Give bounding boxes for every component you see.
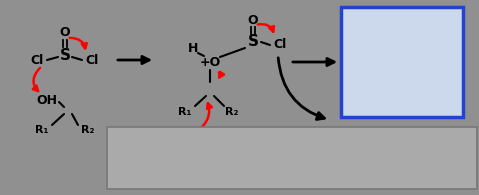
Text: O: O (60, 27, 70, 40)
Text: R₁: R₁ (35, 125, 49, 135)
Text: hydrochloric acid: hydrochloric acid (348, 154, 456, 164)
Text: 1 equiv: 1 equiv (228, 170, 274, 180)
Text: R₂: R₂ (81, 125, 95, 135)
Text: S: S (248, 35, 259, 50)
Text: H: H (188, 42, 198, 54)
Text: HCl (g): HCl (g) (348, 137, 391, 147)
Text: O: O (248, 13, 258, 27)
Text: R₂: R₂ (436, 91, 452, 105)
Text: Cl: Cl (274, 38, 286, 51)
Text: 1 equiv: 1 equiv (348, 170, 394, 180)
Text: Cl: Cl (85, 53, 99, 66)
Text: OH: OH (36, 93, 57, 106)
Text: R₁: R₁ (353, 91, 367, 105)
Text: sulfur dioxide: sulfur dioxide (228, 154, 314, 164)
Text: Cl: Cl (30, 53, 44, 66)
FancyBboxPatch shape (341, 7, 463, 117)
Text: SO₂(g): SO₂(g) (228, 137, 268, 147)
Text: S: S (59, 48, 70, 63)
Text: R₁: R₁ (178, 107, 192, 117)
Text: ⁻Cl: ⁻Cl (178, 134, 198, 146)
Text: by-products:: by-products: (116, 153, 195, 163)
Text: Cl: Cl (394, 22, 410, 37)
FancyBboxPatch shape (107, 127, 477, 189)
Text: R₂: R₂ (225, 107, 239, 117)
Text: +O: +O (199, 56, 221, 68)
